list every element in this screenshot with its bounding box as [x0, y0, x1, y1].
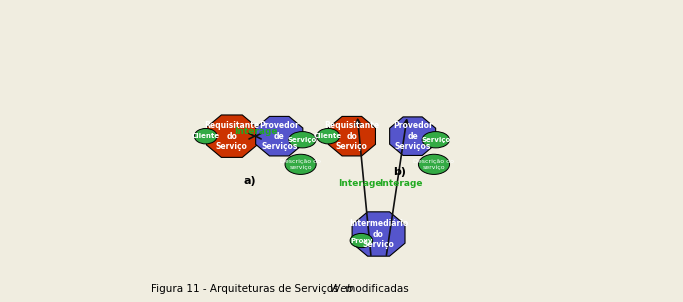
Text: Descrição do
serviço: Descrição do serviço [413, 159, 454, 170]
Polygon shape [206, 115, 257, 157]
Ellipse shape [195, 128, 217, 144]
Ellipse shape [419, 154, 449, 175]
Ellipse shape [350, 233, 373, 248]
Text: Provedor
de
Serviços: Provedor de Serviços [260, 121, 299, 151]
Polygon shape [389, 117, 436, 156]
Text: Cliente: Cliente [192, 133, 220, 139]
Text: Serviço: Serviço [421, 137, 450, 143]
Text: Intermediário
do
Serviço: Intermediário do Serviço [349, 219, 408, 249]
Text: Descrição do
serviço: Descrição do serviço [280, 159, 321, 170]
Polygon shape [329, 116, 376, 156]
Text: Interage: Interage [338, 179, 382, 188]
Polygon shape [255, 116, 303, 156]
Text: Serviço: Serviço [288, 137, 317, 143]
Text: Proxy: Proxy [350, 238, 373, 243]
Ellipse shape [289, 132, 316, 148]
Text: Cliente: Cliente [314, 133, 342, 139]
Ellipse shape [422, 132, 449, 148]
Text: Requisitante
do
Serviço: Requisitante do Serviço [204, 121, 260, 151]
Polygon shape [352, 212, 405, 256]
Text: Interage: Interage [234, 127, 278, 136]
Ellipse shape [285, 154, 316, 175]
Text: Provedor
de
Serviços: Provedor de Serviços [393, 121, 432, 151]
Text: Figura 11 - Arquiteturas de Serviços: Figura 11 - Arquiteturas de Serviços [151, 284, 342, 294]
Text: a): a) [243, 176, 256, 186]
Text: Interage: Interage [379, 179, 423, 188]
Text: modificadas: modificadas [342, 284, 408, 294]
Text: b): b) [393, 167, 406, 177]
Text: Requisitante
do
Serviço: Requisitante do Serviço [324, 121, 380, 151]
Text: Web: Web [330, 284, 353, 294]
Ellipse shape [317, 128, 339, 144]
